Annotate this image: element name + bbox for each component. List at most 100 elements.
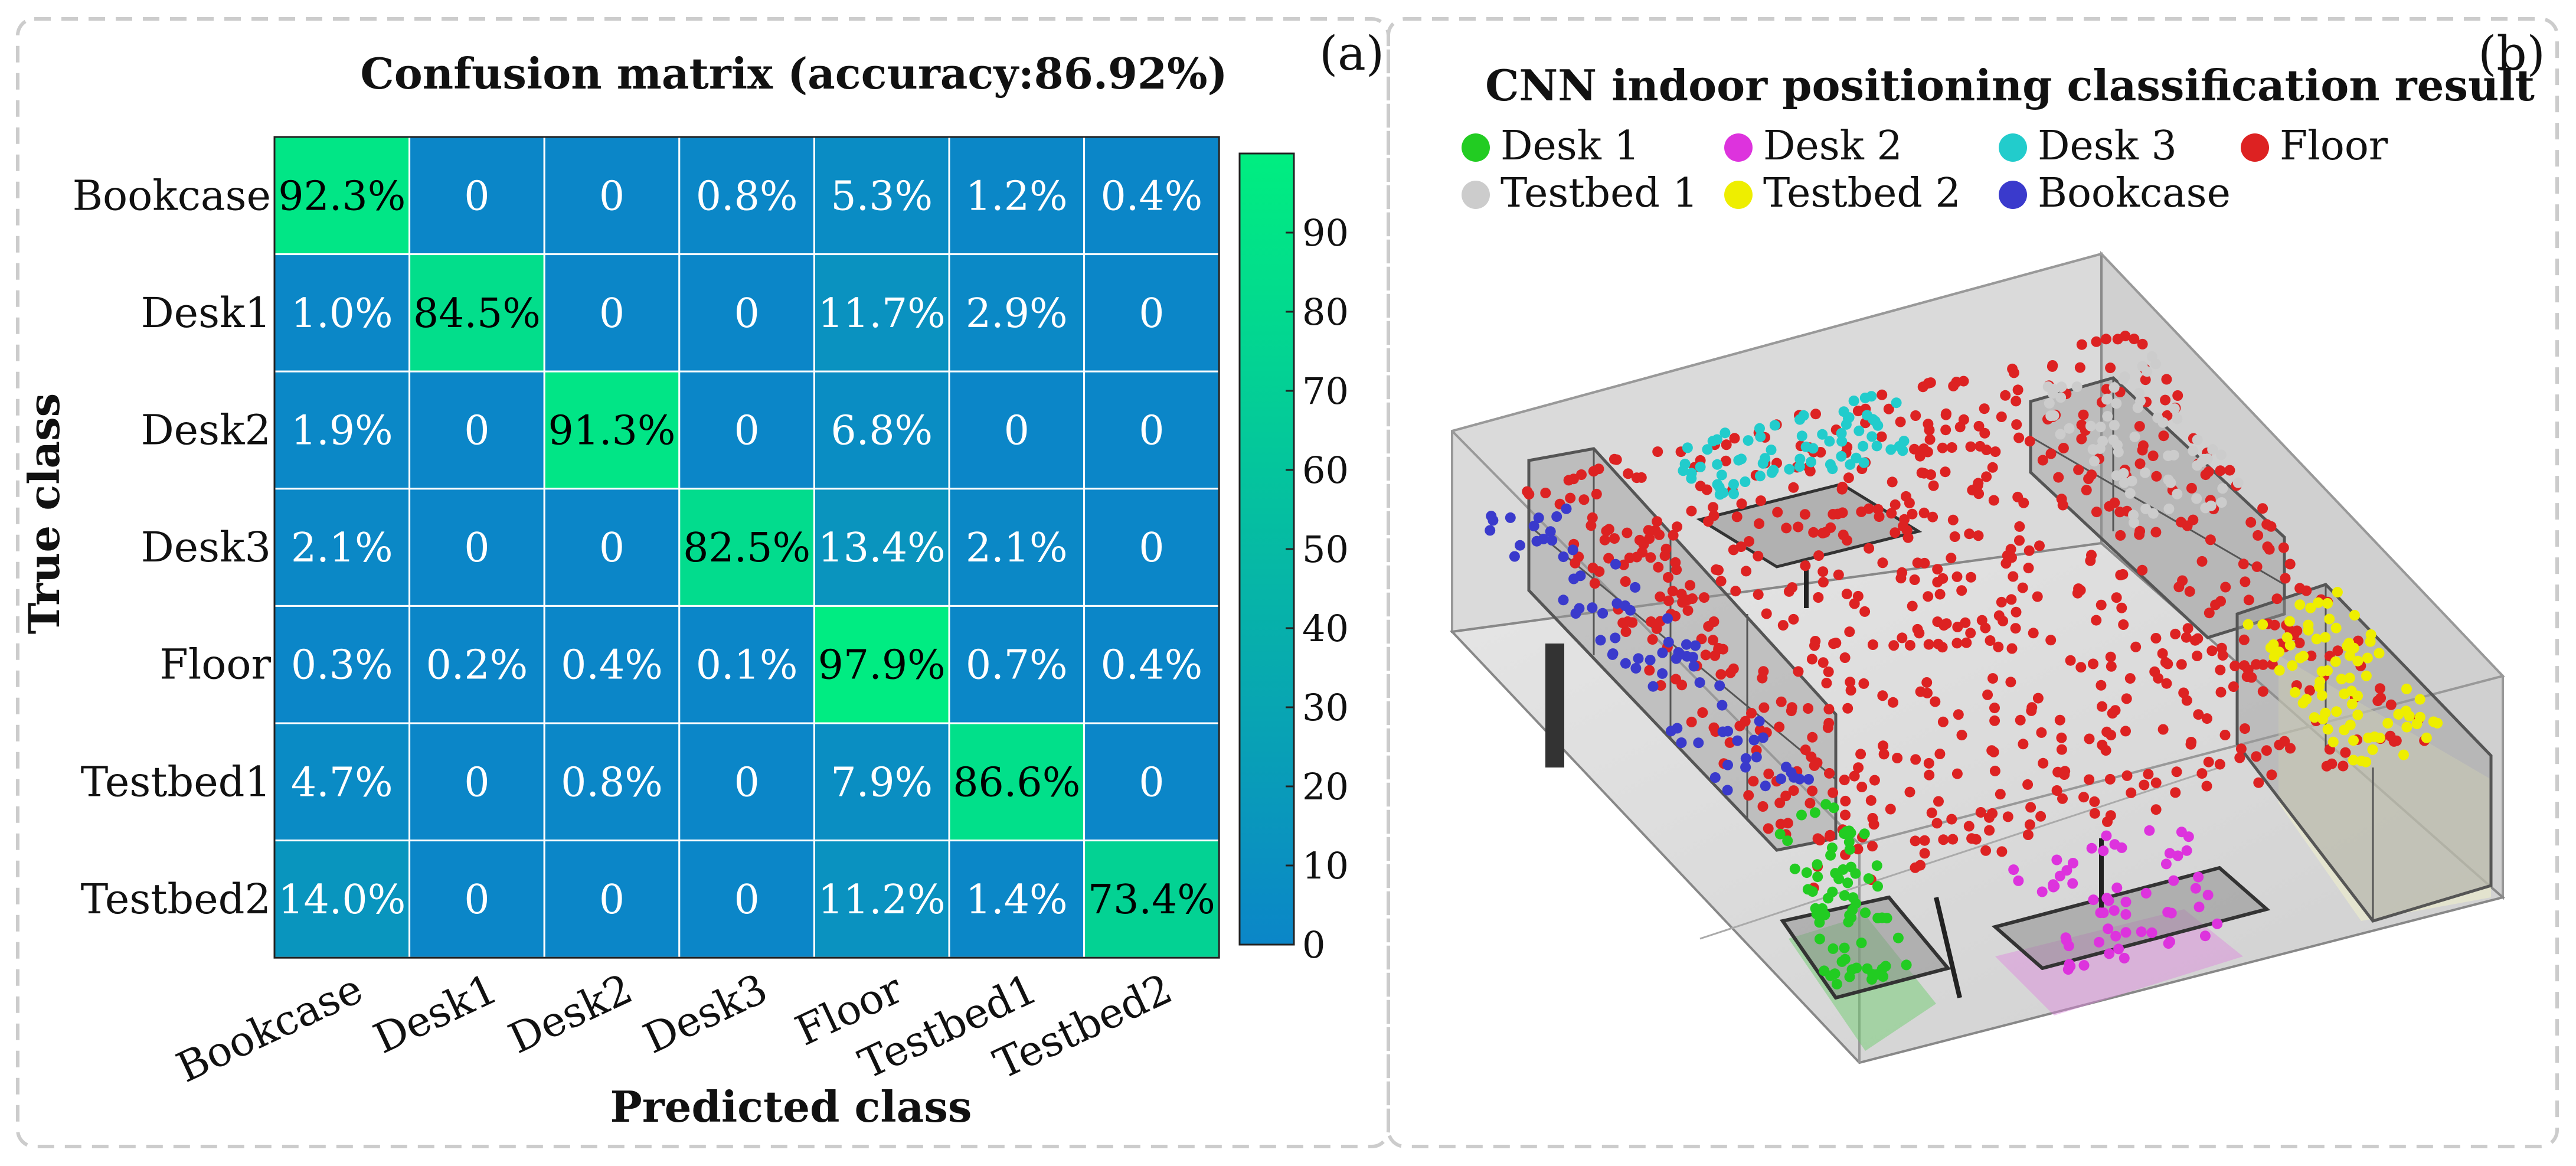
scatter-point bbox=[2057, 793, 2068, 804]
scatter-point bbox=[2140, 887, 2152, 899]
scatter-point bbox=[2150, 633, 2162, 644]
scatter-point bbox=[1665, 726, 1676, 737]
scatter-point bbox=[2193, 902, 2205, 913]
scatter-point bbox=[1509, 551, 1520, 562]
scatter-point bbox=[2144, 825, 2155, 836]
scatter-point bbox=[1570, 557, 1581, 569]
heatmap-title: Confusion matrix (accuracy:86.92%) bbox=[360, 48, 1227, 99]
colorbar-tick-label: 20 bbox=[1302, 765, 1349, 808]
scatter-point bbox=[1876, 431, 1887, 442]
scatter-point bbox=[1973, 478, 1984, 489]
scatter-point bbox=[1712, 459, 1723, 470]
scatter-point bbox=[2202, 890, 2214, 900]
scatter-point bbox=[1928, 480, 1939, 491]
scatter-point bbox=[2150, 527, 2162, 538]
scatter-point bbox=[1849, 770, 1860, 782]
heatmap-cell-label: 4.7% bbox=[291, 759, 393, 806]
scatter-point bbox=[1995, 789, 2006, 800]
scatter-point bbox=[2086, 842, 2097, 854]
scatter-point bbox=[1981, 471, 1992, 482]
colorbar-tick-label: 30 bbox=[1302, 686, 1349, 729]
scatter-point bbox=[2108, 905, 2120, 916]
scatter-point bbox=[1599, 534, 1610, 546]
scatter-point bbox=[1806, 456, 1816, 468]
scatter-point bbox=[2214, 759, 2225, 770]
scatter-point bbox=[1676, 589, 1687, 600]
scatter-point bbox=[2166, 907, 2177, 919]
scatter-point bbox=[1716, 469, 1727, 481]
scatter-point bbox=[1575, 570, 1586, 582]
scatter-point bbox=[1898, 521, 1908, 532]
scatter-point bbox=[1799, 509, 1810, 520]
scatter-point bbox=[2065, 655, 2076, 666]
scatter-point bbox=[2202, 453, 2213, 465]
scatter-point bbox=[1794, 414, 1806, 425]
heatmap-cell-label: 84.5% bbox=[413, 290, 541, 337]
scatter-point bbox=[1946, 814, 1957, 825]
heatmap-cell bbox=[948, 488, 1086, 607]
heatmap-cell bbox=[678, 722, 815, 842]
y-axis-label: True class bbox=[19, 393, 69, 634]
scatter-point bbox=[1622, 527, 1633, 538]
heatmap-cell-label: 86.6% bbox=[953, 759, 1080, 806]
scatter-point bbox=[1937, 442, 1948, 453]
scatter-point bbox=[1828, 638, 1839, 649]
scatter-point bbox=[2182, 623, 2193, 634]
scatter-point bbox=[1817, 566, 1829, 577]
scatter-point bbox=[2332, 587, 2343, 598]
scatter-point bbox=[2011, 396, 2022, 407]
scatter-point bbox=[2342, 641, 2353, 652]
scatter-point bbox=[2352, 655, 2363, 667]
scatter-point bbox=[1568, 473, 1579, 485]
scatter-point bbox=[2304, 685, 2315, 696]
scatter-point bbox=[2110, 930, 2121, 942]
scatter-point bbox=[2028, 628, 2039, 639]
scatter-point bbox=[2251, 561, 2263, 572]
scatter-point bbox=[1859, 828, 1870, 840]
scatter-point bbox=[2172, 488, 2183, 499]
scatter-point bbox=[2024, 819, 2035, 830]
scatter-point bbox=[2086, 550, 2097, 561]
scatter-point bbox=[1808, 527, 1819, 538]
scatter-point bbox=[1883, 403, 1894, 414]
y-tick-label: Bookcase bbox=[73, 171, 271, 220]
scatter-point bbox=[2098, 907, 2109, 919]
scatter-point bbox=[1660, 543, 1672, 554]
x-tick-label: Desk2 bbox=[501, 964, 639, 1063]
scatter-point bbox=[1662, 613, 1673, 624]
heatmap-cell-label: 91.3% bbox=[548, 408, 675, 455]
scatter-point bbox=[2011, 419, 2022, 430]
scatter-point bbox=[1740, 753, 1751, 764]
scatter-point bbox=[1933, 638, 1944, 649]
legend-marker bbox=[1999, 181, 2027, 209]
heatmap-cell-label: 0.4% bbox=[1101, 173, 1203, 220]
scatter-point bbox=[2075, 584, 2086, 596]
scatter-point bbox=[1819, 527, 1830, 538]
scatter-point bbox=[1690, 640, 1701, 651]
scatter-point bbox=[1973, 530, 1984, 541]
scatter-point bbox=[1722, 785, 1733, 796]
scatter-point bbox=[2181, 632, 2192, 643]
scatter-point bbox=[1932, 564, 1943, 575]
scatter-point bbox=[1601, 525, 1612, 537]
scatter-point bbox=[2374, 648, 2385, 659]
heatmap-cell bbox=[408, 840, 545, 959]
scatter-point bbox=[2058, 443, 2069, 453]
scatter-point bbox=[1937, 573, 1949, 584]
heatmap-cell-label: 2.9% bbox=[966, 290, 1068, 337]
scatter-point bbox=[1863, 873, 1874, 884]
scatter-point bbox=[1888, 697, 1898, 708]
scatter-point bbox=[2161, 678, 2172, 689]
legend-marker bbox=[1724, 133, 1753, 162]
scatter-point bbox=[2238, 634, 2250, 645]
scatter-point bbox=[1804, 798, 1816, 809]
heatmap-cell bbox=[1083, 605, 1220, 724]
scatter-point bbox=[1907, 508, 1918, 520]
scatter-point bbox=[2097, 701, 2107, 712]
scatter-point bbox=[1644, 665, 1655, 676]
scatter-point bbox=[1528, 521, 1539, 531]
heatmap-cell-label: 0 bbox=[464, 525, 489, 571]
scatter-point bbox=[1786, 767, 1797, 778]
scatter-point bbox=[2048, 879, 2059, 890]
scatter-point bbox=[1594, 566, 1605, 577]
